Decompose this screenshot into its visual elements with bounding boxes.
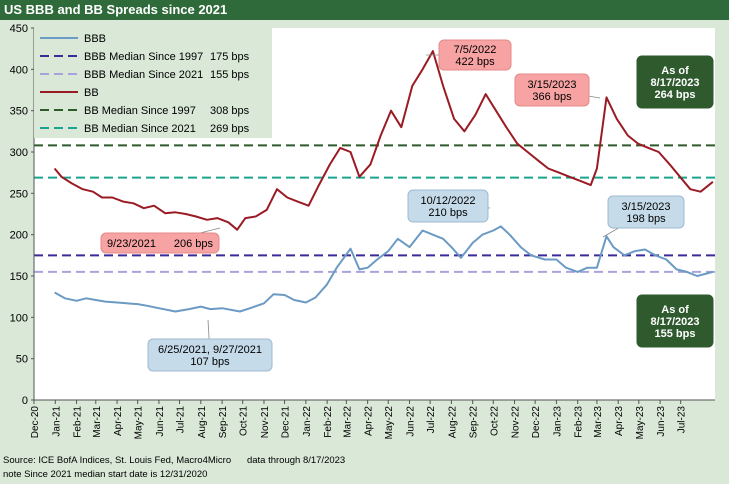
y-tick-label: 200 bbox=[10, 230, 28, 242]
callout-text: 8/17/2023 bbox=[651, 77, 700, 89]
x-tick-label: Jul-21 bbox=[176, 406, 187, 434]
callout-text: 3/15/2023 bbox=[528, 79, 577, 91]
callout-text: 210 bps bbox=[428, 207, 468, 219]
callout-text: 206 bps bbox=[174, 238, 214, 250]
legend-label: BBB bbox=[84, 33, 106, 45]
callout-text: 155 bps bbox=[655, 328, 696, 340]
x-tick-label: Oct-21 bbox=[239, 406, 250, 436]
footer-data-through: data through 8/17/2023 bbox=[246, 455, 346, 466]
y-tick-label: 250 bbox=[10, 188, 28, 200]
footer-source: Source: ICE BofA Indices, St. Louis Fed,… bbox=[3, 455, 345, 466]
legend-label: BB bbox=[84, 87, 99, 99]
callout-box bbox=[407, 189, 489, 223]
callout-text: 264 bps bbox=[655, 89, 696, 101]
x-tick-label: Nov-22 bbox=[511, 406, 522, 439]
callout-box bbox=[100, 232, 220, 254]
y-tick-label: 100 bbox=[10, 312, 28, 324]
footer-note: note Since 2021 median start date is 12/… bbox=[3, 469, 208, 480]
y-tick-label: 50 bbox=[16, 354, 28, 366]
callout-box bbox=[438, 39, 512, 71]
x-tick-label: Mar-22 bbox=[342, 406, 353, 438]
x-tick-label: Jun-23 bbox=[656, 406, 667, 437]
chart-title: US BBB and BB Spreads since 2021 bbox=[0, 0, 729, 20]
x-tick-label: Jun-22 bbox=[406, 406, 417, 437]
x-tick-label: Dec-21 bbox=[281, 406, 292, 439]
legend-value: 175 bps bbox=[210, 51, 250, 63]
y-tick-label: 450 bbox=[10, 23, 28, 35]
x-tick-label: Jul-23 bbox=[677, 406, 688, 434]
legend-box bbox=[34, 28, 272, 138]
callout-box bbox=[636, 294, 714, 348]
callout-text: 6/25/2021, 9/27/2021 bbox=[158, 344, 262, 356]
legend-label: BBB Median Since 1997 bbox=[84, 51, 203, 63]
callout-box bbox=[636, 55, 714, 109]
legend-value: 155 bps bbox=[210, 69, 250, 81]
callout-box bbox=[607, 195, 685, 229]
chart-svg: 0 50 100 150 200 250 300 350 400 450 Dec-20 Jan-21 F… bbox=[10, 23, 715, 440]
x-tick-label: Feb-22 bbox=[323, 406, 334, 438]
x-tick-label: Feb-23 bbox=[574, 406, 585, 438]
callout-box bbox=[514, 73, 590, 107]
x-tick-label: May-22 bbox=[384, 406, 395, 440]
x-tick-label: Jul-22 bbox=[426, 406, 437, 434]
bbb-series-line bbox=[54, 225, 714, 313]
x-tick-label: Aug-22 bbox=[447, 406, 458, 439]
y-tick-label: 0 bbox=[22, 395, 28, 407]
callout-text: 107 bps bbox=[190, 356, 230, 368]
x-tick-label: Mar-23 bbox=[593, 406, 604, 438]
x-tick-label: Sep-21 bbox=[218, 406, 229, 439]
callout-text: 9/23/2021 bbox=[107, 238, 156, 250]
x-tick-label: Apr-21 bbox=[113, 406, 124, 436]
callout-box bbox=[147, 338, 273, 372]
bb-series-line bbox=[53, 50, 714, 231]
callout-text: 198 bps bbox=[626, 213, 666, 225]
legend-label: BBB Median Since 2021 bbox=[84, 69, 203, 81]
x-tick-label: Dec-22 bbox=[531, 406, 542, 439]
x-tick-label: Feb-21 bbox=[73, 406, 84, 438]
x-tick-label: May-21 bbox=[134, 406, 145, 440]
legend-value: 308 bps bbox=[210, 105, 250, 117]
footer-source-text: Source: ICE BofA Indices, St. Louis Fed,… bbox=[3, 455, 232, 466]
x-tick-label: Jun-21 bbox=[155, 406, 166, 437]
y-tick-label: 400 bbox=[10, 64, 28, 76]
x-tick-label: May-23 bbox=[635, 406, 646, 440]
x-tick-label: Jan-23 bbox=[552, 406, 563, 437]
callout-text: 10/12/2022 bbox=[420, 195, 475, 207]
callout-text: 366 bps bbox=[532, 91, 572, 103]
x-tick-label: Sep-22 bbox=[469, 406, 480, 439]
y-tick-label: 150 bbox=[10, 271, 28, 283]
callout-text: 422 bps bbox=[455, 56, 495, 68]
x-tick-label: Dec-20 bbox=[30, 406, 41, 439]
y-tick-label: 350 bbox=[10, 106, 28, 118]
legend-label: BB Median Since 2021 bbox=[84, 123, 196, 135]
x-tick-label: Oct-22 bbox=[489, 406, 500, 436]
y-tick-label: 300 bbox=[10, 147, 28, 159]
x-tick-label: Jan-21 bbox=[51, 406, 62, 437]
x-tick-label: Aug-21 bbox=[197, 406, 208, 439]
x-tick-label: Jan-22 bbox=[302, 406, 313, 437]
bb-low-callout: 9/23/2021 206 bps bbox=[100, 227, 221, 254]
callout-text: 7/5/2022 bbox=[454, 44, 497, 56]
legend-label: BB Median Since 1997 bbox=[84, 105, 196, 117]
x-tick-label: Apr-22 bbox=[364, 406, 375, 436]
callout-text: As of bbox=[661, 65, 689, 77]
x-tick-label: Nov-21 bbox=[260, 406, 271, 439]
x-tick-label: Mar-21 bbox=[92, 406, 103, 438]
callout-text: 8/17/2023 bbox=[651, 316, 700, 328]
legend-value: 269 bps bbox=[210, 123, 250, 135]
x-tick-label: Apr-23 bbox=[614, 406, 625, 436]
callout-text: As of bbox=[661, 304, 689, 316]
callout-text: 3/15/2023 bbox=[622, 201, 671, 213]
